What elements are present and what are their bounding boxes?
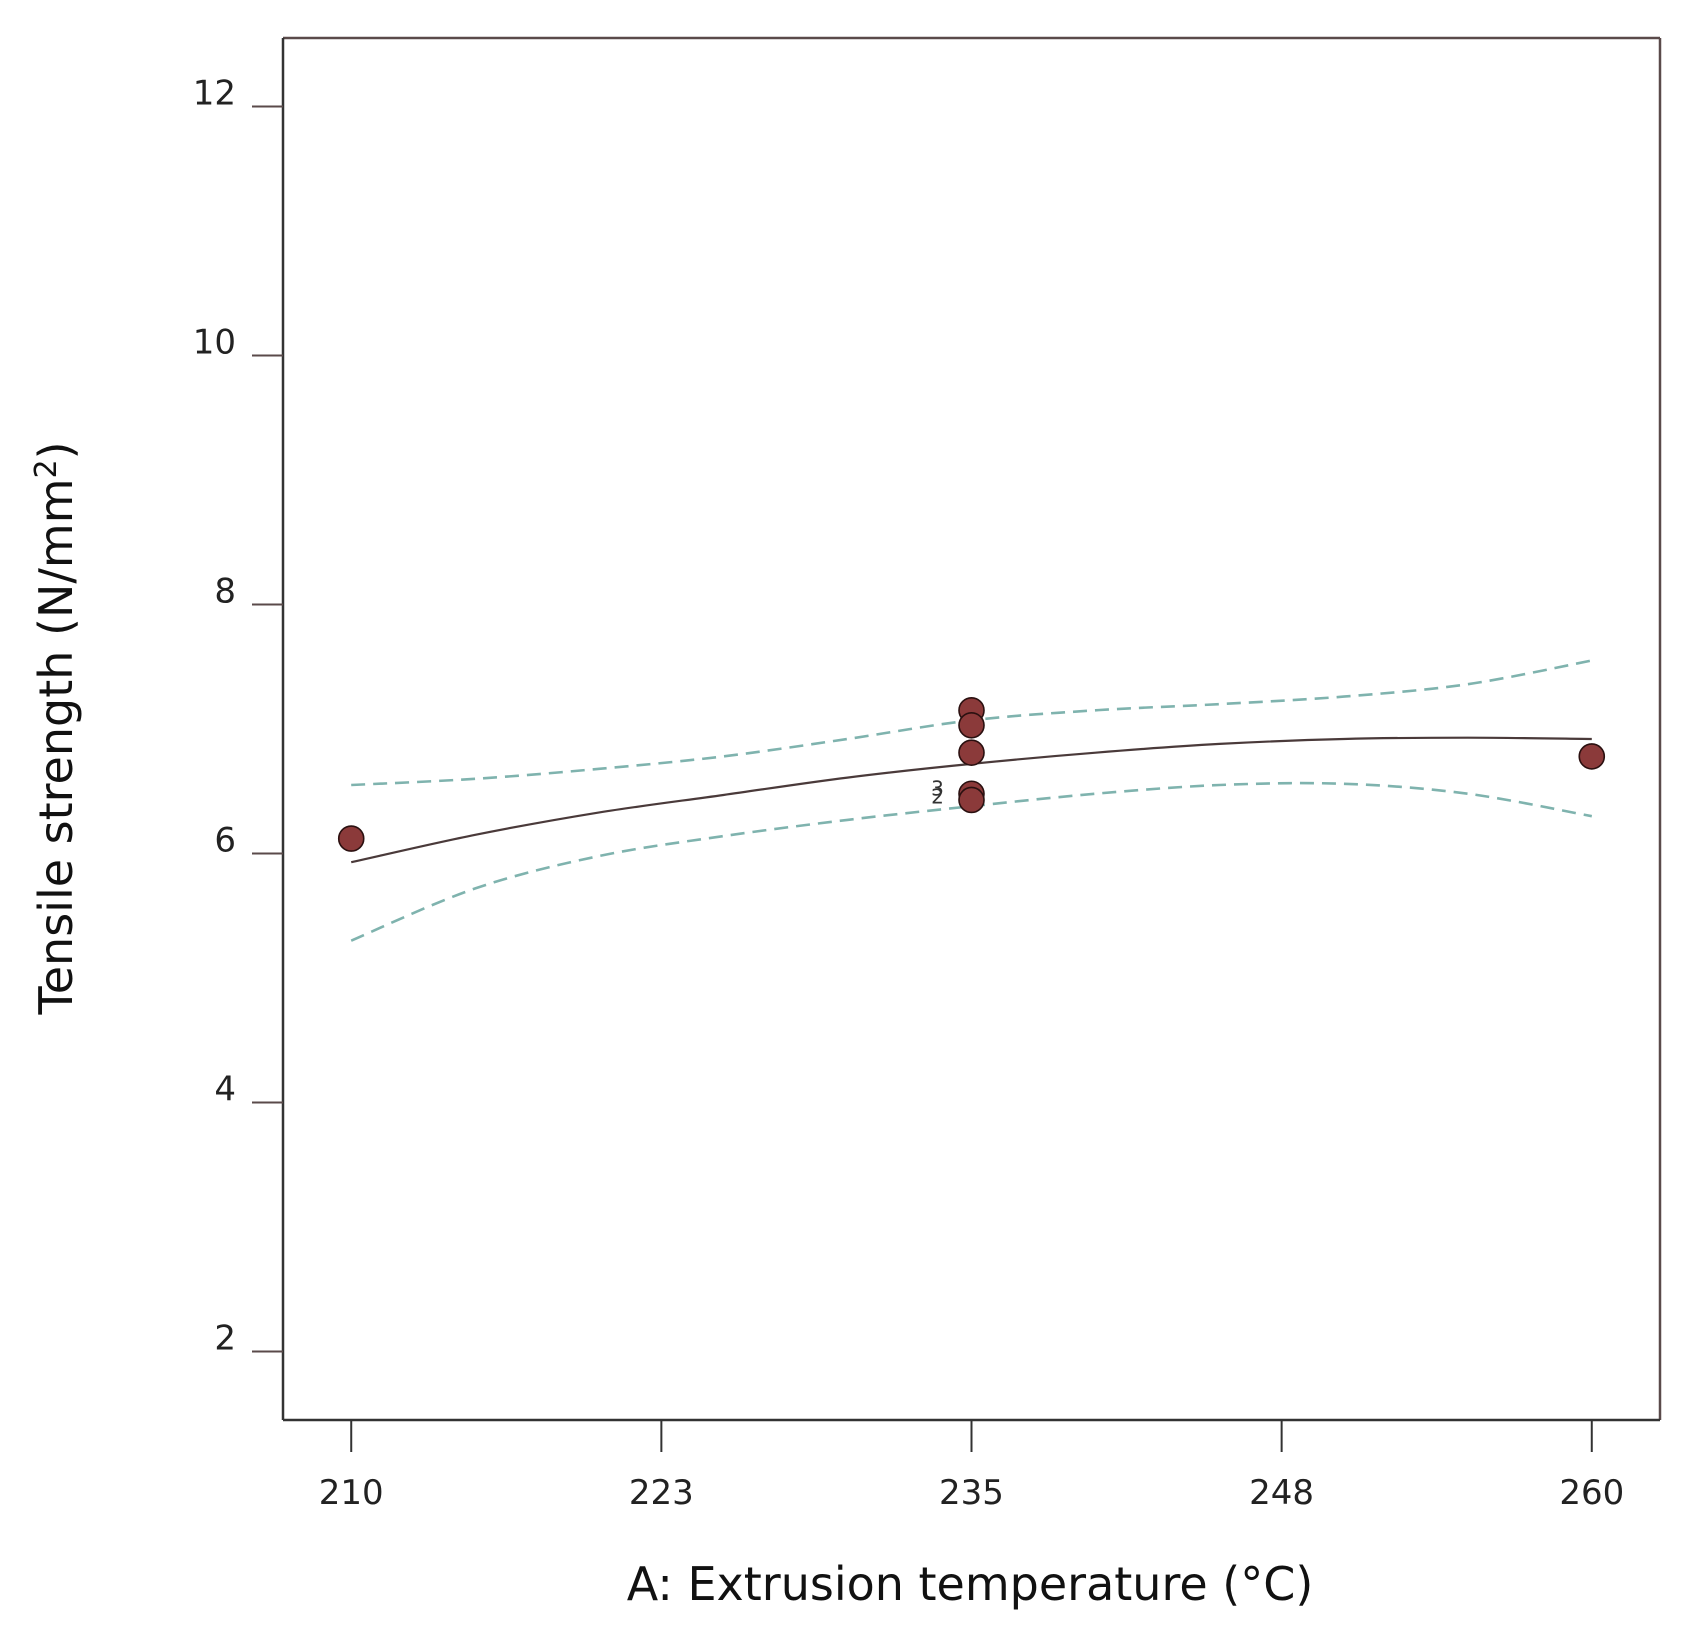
data-point bbox=[337, 825, 365, 852]
x-axis-title: A: Extrusion temperature (°C) bbox=[627, 1557, 1314, 1611]
x-tick-label: 223 bbox=[629, 1473, 694, 1513]
data-point bbox=[958, 739, 985, 766]
y-tick-label: 10 bbox=[193, 322, 236, 362]
x-axis: 210 223 235 248 260 bbox=[319, 1420, 1624, 1513]
data-point bbox=[958, 786, 985, 814]
y-tick-label: 2 bbox=[214, 1319, 236, 1359]
y-tick-label: 4 bbox=[214, 1070, 236, 1110]
y-axis-title-close: ) bbox=[29, 441, 83, 459]
data-point bbox=[1578, 743, 1606, 770]
y-axis-title: Tensile strength (N/mm2) bbox=[29, 441, 83, 1015]
data-points bbox=[337, 697, 1606, 852]
x-tick-label: 235 bbox=[939, 1473, 1004, 1513]
y-tick-label: 8 bbox=[214, 571, 236, 611]
y-tick-label: 6 bbox=[214, 821, 236, 861]
y-axis-title-main: Tensile strength (N/mm bbox=[29, 479, 83, 1016]
y-axis: 2 4 6 8 10 12 bbox=[193, 73, 283, 1359]
y-tick-label: 12 bbox=[193, 73, 236, 113]
x-tick-label: 248 bbox=[1249, 1473, 1314, 1513]
y-axis-title-superscript: 2 bbox=[29, 459, 64, 478]
replicate-count-label: 3 bbox=[931, 776, 944, 800]
data-point bbox=[958, 711, 985, 739]
x-tick-label: 210 bbox=[319, 1473, 384, 1513]
x-tick-label: 260 bbox=[1559, 1473, 1624, 1513]
replicate-count-label: 2 bbox=[931, 784, 944, 808]
point-count-labels: 32 bbox=[931, 776, 944, 808]
